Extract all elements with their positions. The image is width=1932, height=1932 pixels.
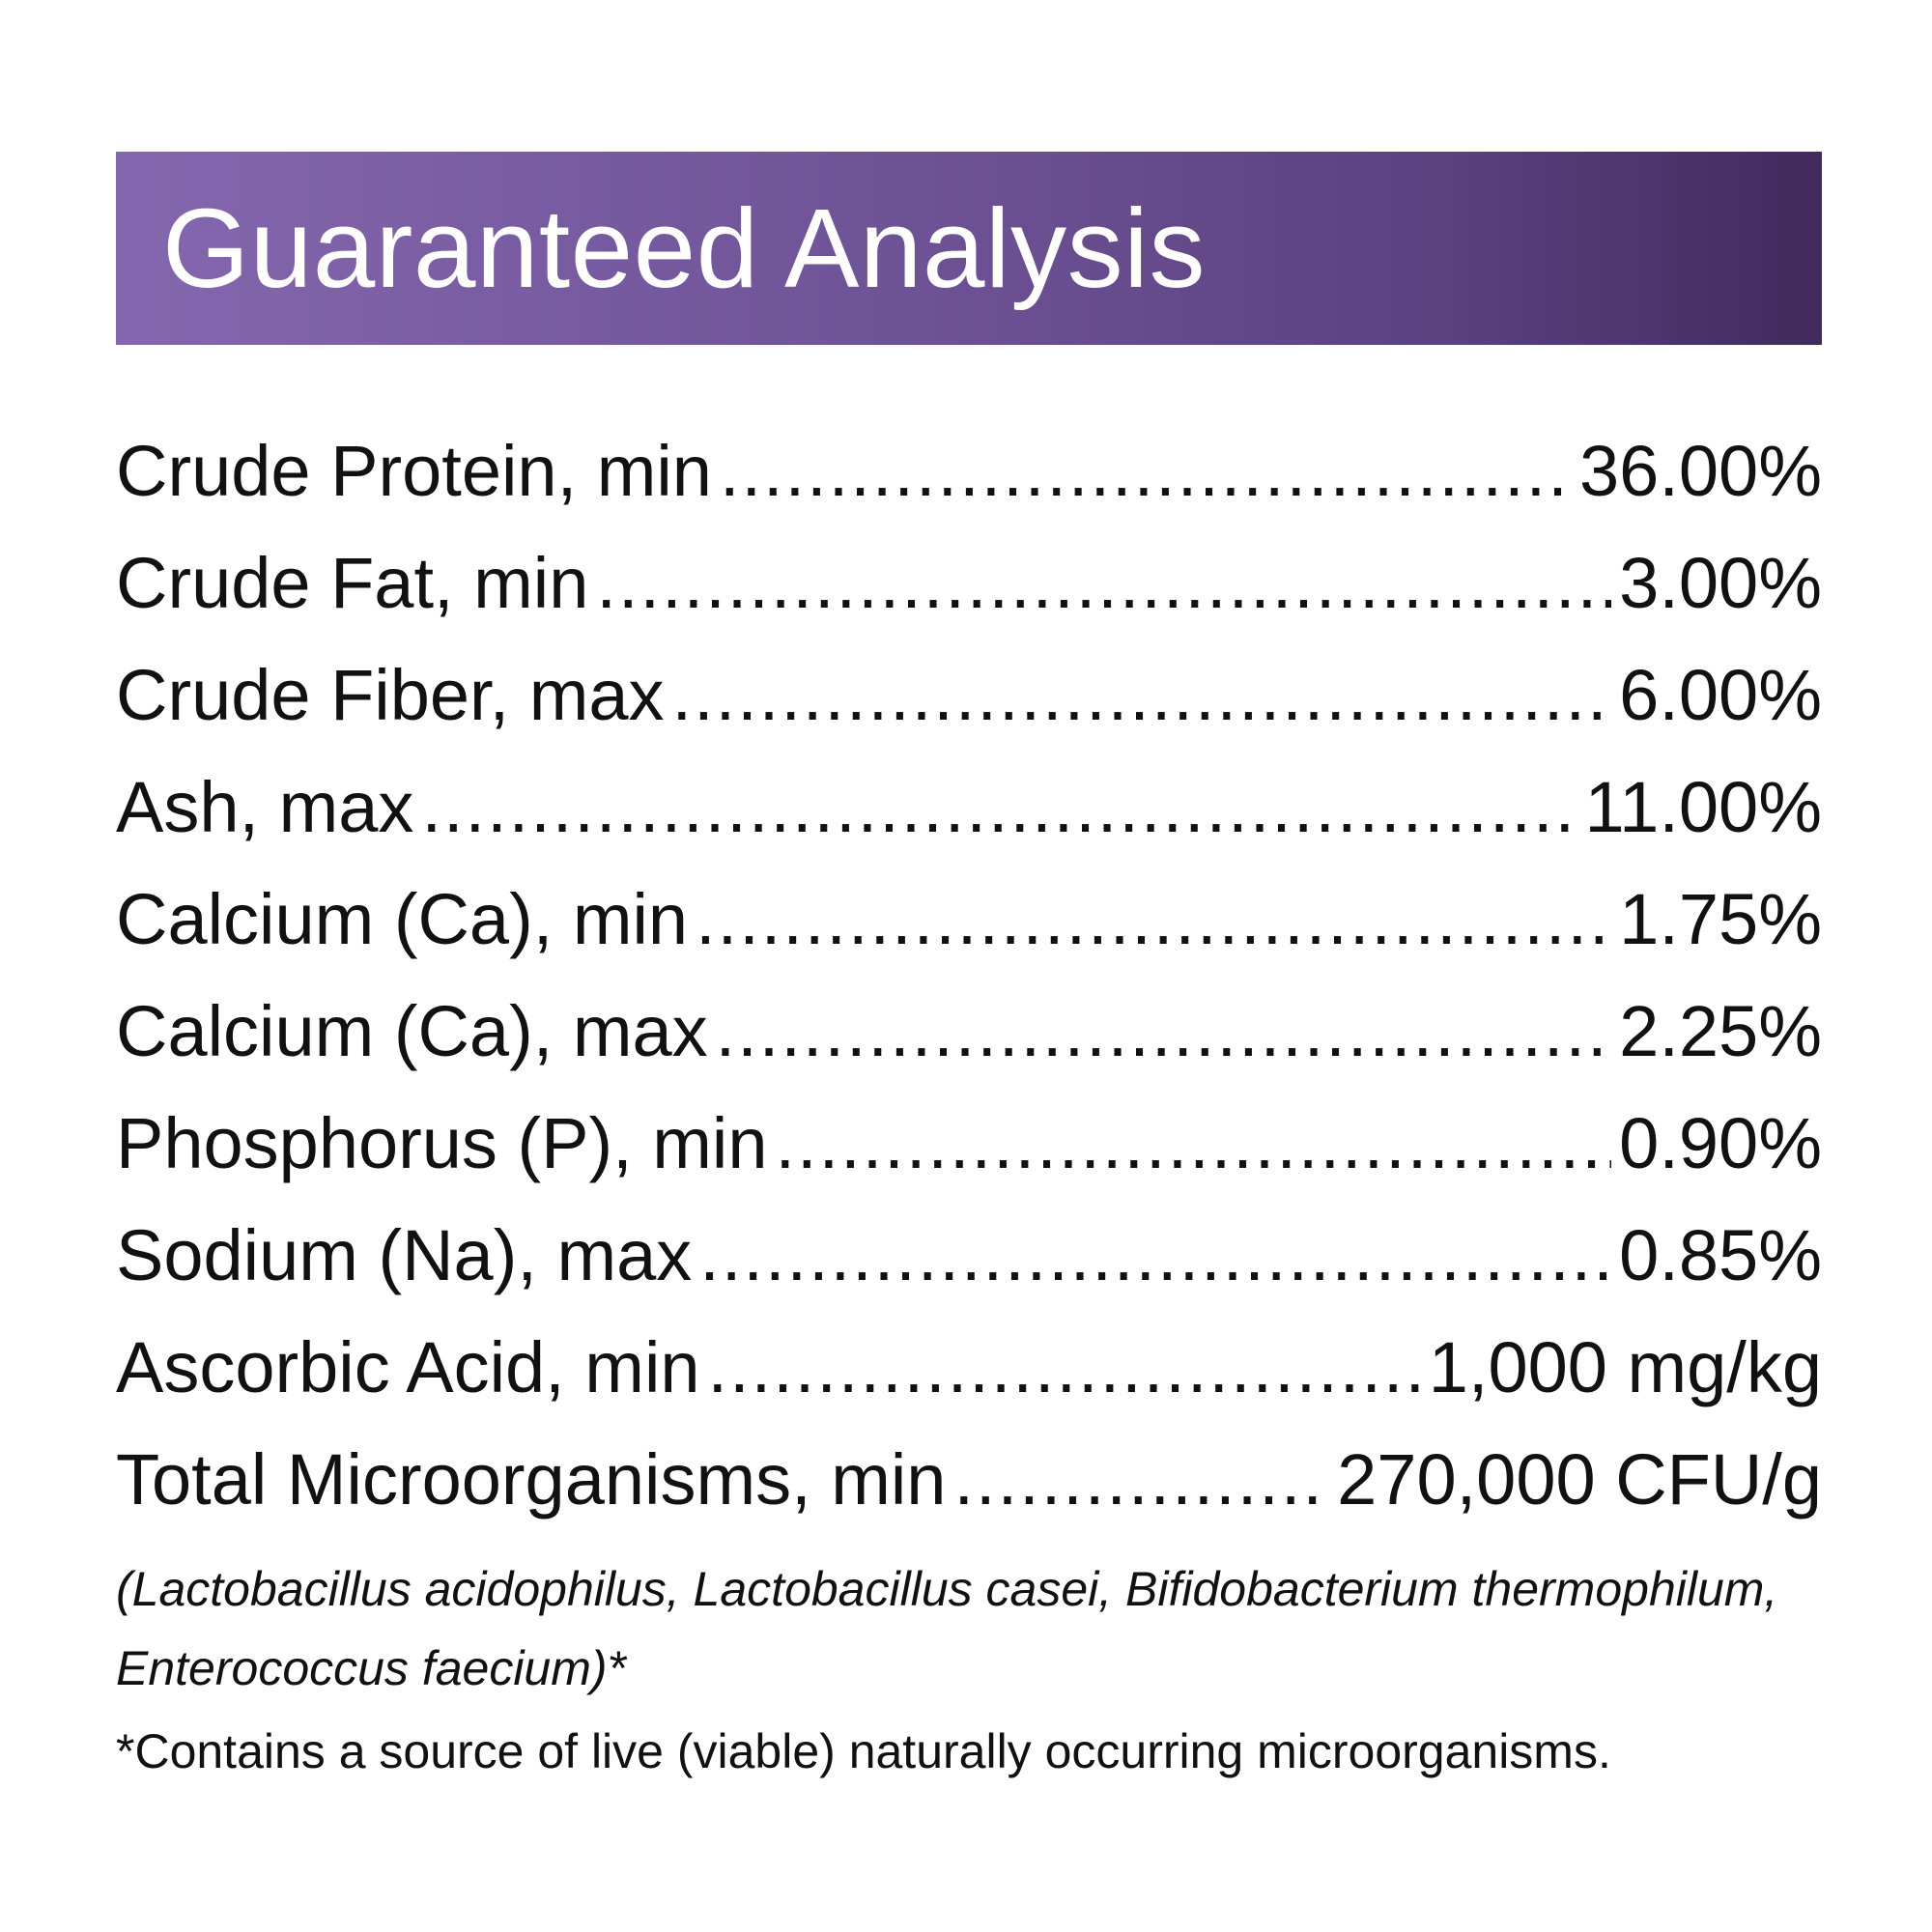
dot-leader (696, 864, 1611, 976)
row-label: Crude Fat, min (116, 543, 589, 623)
dot-leader (720, 415, 1572, 527)
analysis-table: Crude Protein, min 36.00% Crude Fat, min… (116, 415, 1822, 1536)
row-value: 2.25% (1619, 991, 1822, 1071)
analysis-row: Crude Protein, min 36.00% (116, 415, 1822, 527)
row-value: 1,000 mg/kg (1428, 1327, 1822, 1407)
row-label: Calcium (Ca), min (116, 879, 689, 959)
analysis-row: Total Microorganisms, min 270,000 CFU/g (116, 1424, 1822, 1536)
row-value: 0.90% (1619, 1103, 1822, 1183)
row-value: 3.00% (1619, 543, 1822, 623)
row-label: Ascorbic Acid, min (116, 1327, 700, 1407)
page-title: Guaranteed Analysis (162, 185, 1206, 311)
row-label: Crude Protein, min (116, 431, 712, 511)
analysis-row: Calcium (Ca), min 1.75% (116, 864, 1822, 976)
dot-leader (596, 527, 1611, 639)
row-label: Ash, max (116, 767, 414, 847)
row-value: 11.00% (1584, 767, 1823, 847)
guaranteed-analysis-panel: Guaranteed Analysis Crude Protein, min 3… (116, 152, 1822, 1793)
species-note: (Lactobacillus acidophilus, Lactobacillu… (116, 1562, 1778, 1695)
row-label: Calcium (Ca), max (116, 991, 708, 1071)
analysis-row: Crude Fat, min 3.00% (116, 527, 1822, 639)
row-label: Total Microorganisms, min (116, 1439, 947, 1520)
header-bar: Guaranteed Analysis (116, 152, 1822, 345)
row-label: Phosphorus (P), min (116, 1103, 768, 1183)
dot-leader (716, 976, 1612, 1088)
row-label: Sodium (Na), max (116, 1215, 693, 1295)
dot-leader (421, 752, 1577, 864)
analysis-row: Phosphorus (P), min 0.90% (116, 1088, 1822, 1200)
dot-leader (776, 1088, 1612, 1200)
dot-leader (699, 1200, 1611, 1312)
analysis-row: Calcium (Ca), max 2.25% (116, 976, 1822, 1088)
analysis-row: Ascorbic Acid, min 1,000 mg/kg (116, 1312, 1822, 1424)
footnote: *Contains a source of live (viable) natu… (116, 1724, 1611, 1778)
row-value: 6.00% (1619, 655, 1822, 735)
dot-leader (953, 1424, 1329, 1536)
row-value: 1.75% (1619, 879, 1822, 959)
row-value: 0.85% (1619, 1215, 1822, 1295)
dot-leader (708, 1312, 1421, 1424)
analysis-row: Sodium (Na), max 0.85% (116, 1200, 1822, 1312)
dot-leader (672, 639, 1612, 752)
analysis-row: Crude Fiber, max 6.00% (116, 639, 1822, 752)
row-value: 270,000 CFU/g (1337, 1439, 1822, 1520)
row-value: 36.00% (1579, 431, 1822, 511)
row-label: Crude Fiber, max (116, 655, 665, 735)
analysis-row: Ash, max 11.00% (116, 752, 1822, 864)
